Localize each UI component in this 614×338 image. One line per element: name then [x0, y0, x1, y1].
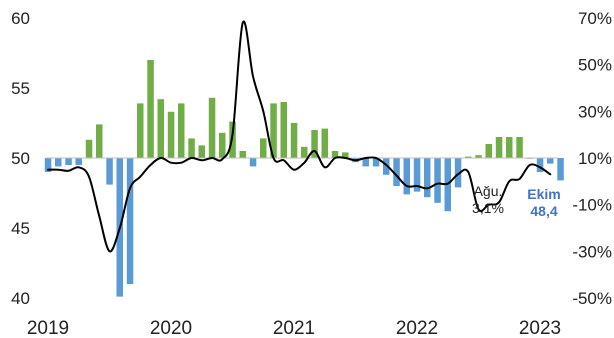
x-tick-label: 2021 [273, 318, 315, 338]
bar [55, 158, 62, 167]
bar [485, 144, 492, 158]
bar [198, 145, 205, 158]
bar [557, 158, 564, 181]
bar [413, 158, 421, 192]
bar [311, 130, 318, 158]
bar [547, 158, 554, 164]
bar [403, 158, 410, 195]
x-tick-label: 2022 [396, 318, 438, 338]
bar [249, 158, 257, 167]
bar [434, 158, 441, 203]
bar [260, 138, 267, 158]
left-tick-label: 40 [11, 289, 30, 308]
bar [536, 158, 544, 172]
left-tick-label: 45 [11, 219, 30, 238]
right-tick-label: 10% [578, 149, 612, 168]
right-tick-label: -30% [572, 242, 612, 261]
bar [475, 155, 482, 158]
bar [96, 124, 103, 158]
annotation-label: Ekim [527, 186, 560, 202]
bar [372, 158, 380, 167]
right-tick-label: -10% [572, 196, 612, 215]
bar [383, 158, 390, 175]
bar [454, 158, 462, 188]
right-tick-label: 50% [578, 56, 612, 75]
x-tick-label: 2020 [150, 318, 192, 338]
left-tick-label: 60 [11, 9, 30, 28]
right-tick-label: 30% [578, 102, 612, 121]
bar [495, 137, 503, 158]
bar [342, 152, 349, 158]
bar [137, 103, 144, 158]
bar [270, 103, 277, 158]
annotation-label: 3,1% [472, 200, 504, 216]
bar [65, 158, 72, 165]
bar [393, 158, 400, 186]
bar [167, 111, 175, 158]
bar [362, 158, 369, 167]
line-series [47, 20, 552, 253]
bar [44, 158, 52, 172]
bar [239, 151, 246, 158]
bar [516, 137, 523, 158]
left-tick-label: 55 [11, 79, 30, 98]
bar [321, 128, 328, 158]
bar [301, 146, 308, 158]
bar [178, 103, 185, 158]
right-tick-label: 70% [578, 9, 612, 28]
bar [106, 158, 113, 185]
bar [506, 137, 513, 158]
bar [280, 102, 287, 158]
bar [157, 99, 164, 158]
bar [424, 158, 431, 198]
left-axis-ticks: 40 45 50 55 60 [11, 9, 30, 308]
bar-group [44, 60, 564, 297]
bar [219, 132, 226, 158]
x-tick-label: 2019 [27, 318, 69, 338]
annotation-label: Ağu. [474, 183, 503, 199]
right-axis-ticks: -50% -30% -10% 10% 30% 50% 70% [572, 9, 612, 308]
annotation-label: 48,4 [530, 203, 557, 219]
bar [147, 60, 154, 158]
bar [188, 138, 195, 158]
bar [85, 139, 93, 158]
bar [465, 156, 472, 158]
bar [126, 158, 134, 284]
x-tick-label: 2023 [519, 318, 561, 338]
x-axis-ticks: 2019 2020 2021 2022 2023 [27, 318, 561, 338]
bar [208, 97, 216, 158]
right-tick-label: -50% [572, 289, 612, 308]
bar [75, 158, 82, 165]
bar [290, 123, 298, 158]
bar [331, 151, 339, 158]
left-tick-label: 50 [11, 149, 30, 168]
